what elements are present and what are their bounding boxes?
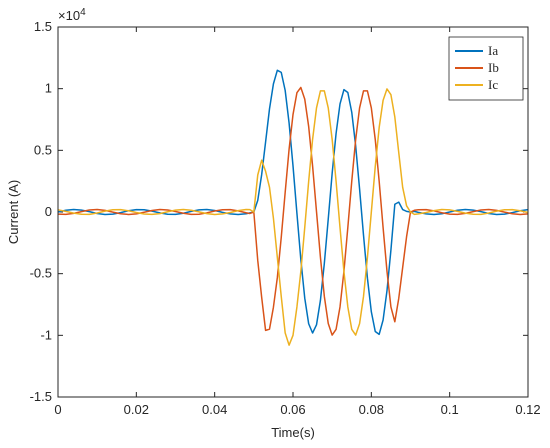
legend: Ia Ib Ic: [448, 36, 524, 101]
y-multiplier-exponent: 4: [80, 7, 86, 18]
axes-box: [57, 26, 529, 398]
x-tick-label: 0.04: [202, 402, 227, 417]
y-multiplier: ×104: [58, 7, 86, 23]
x-tick-label: 0.12: [515, 402, 540, 417]
y-tick-label: 1.5: [34, 19, 52, 34]
y-tick-label: -0.5: [30, 266, 52, 281]
y-tick-label: 0.5: [34, 142, 52, 157]
x-axis-label: Time(s): [271, 425, 315, 440]
x-tick-label: 0.08: [359, 402, 384, 417]
y-axis-label: Current (A): [6, 180, 21, 244]
y-tick-label: 1: [45, 81, 52, 96]
x-tick-label: 0.02: [124, 402, 149, 417]
y-tick-label: 0: [45, 204, 52, 219]
x-tick-label: 0.06: [280, 402, 305, 417]
legend-box: [448, 36, 524, 101]
y-multiplier-base: ×10: [58, 8, 80, 23]
y-tick-label: -1.5: [30, 389, 52, 404]
x-tick-label: 0.1: [441, 402, 459, 417]
data-line: [57, 86, 529, 336]
legend-label: Ia: [488, 43, 498, 58]
data-line: [57, 88, 529, 346]
legend-label: Ic: [488, 77, 498, 92]
x-tick-label: 0: [54, 402, 61, 417]
y-tick-label: -1: [40, 327, 52, 342]
legend-label: Ib: [488, 60, 499, 75]
